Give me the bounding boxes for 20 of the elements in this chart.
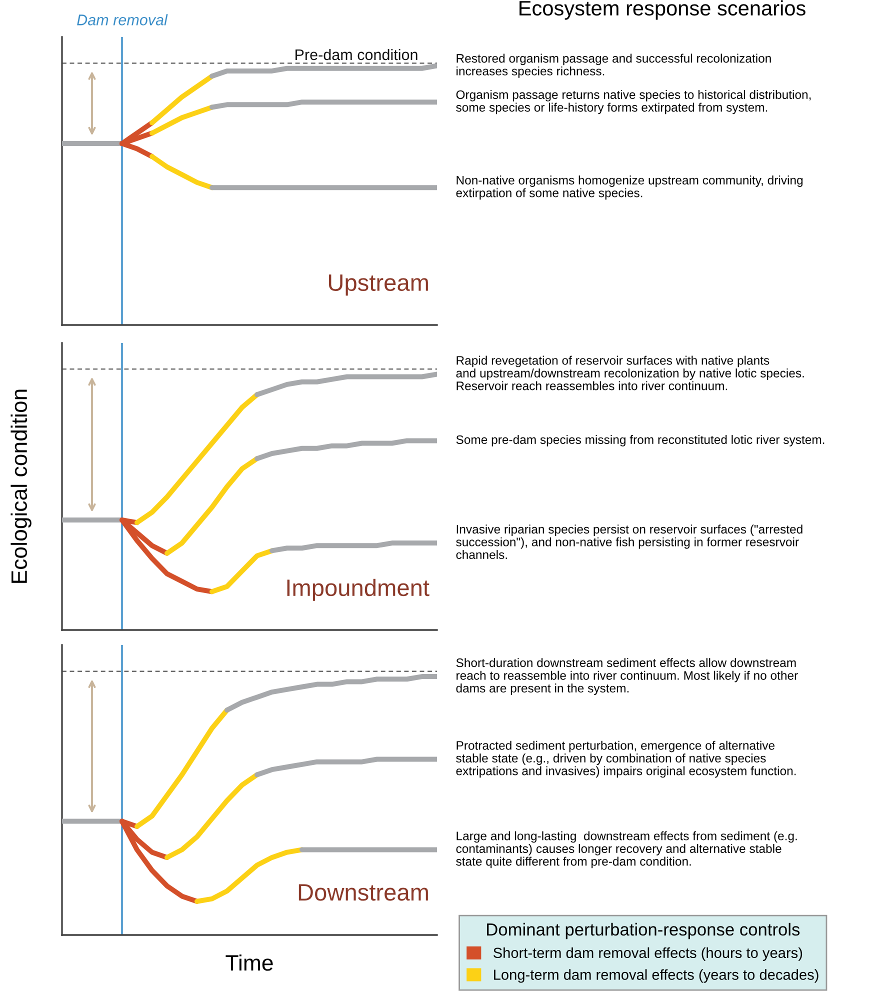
text: Non-native organisms homogenize upstream community, driving extirpation of some native species.	[456, 176, 803, 200]
text: Ecosystem response scenarios	[520, 0, 806, 20]
text: Protracted sediment perturbation, emergence of alternative stable state (e.g., driven by combination of native species extripations and invasives) impairs original ecosystem function.	[456, 740, 796, 778]
legend-label: Long-term dam removal effects (years to decades)	[494, 969, 818, 983]
y-axis-title: Ecological condition	[10, 390, 32, 583]
text: Impoundment	[287, 578, 430, 601]
text: Restored organism passage and successful recolonization increases species richness.	[456, 54, 771, 78]
text: Downstream	[298, 884, 428, 901]
ref-line-label: Pre-dam condition	[296, 48, 418, 60]
text: Short-duration downstream sediment effects allow downstream reach to reassemble into river continuum. Most likely if no other dams are present in the system.	[456, 658, 798, 695]
legend-label: Short-term dam removal effects (hours to years)	[493, 947, 802, 961]
legend-title: Dominant perturbation-response controls	[487, 922, 800, 940]
x-axis-title: Time	[226, 954, 273, 971]
text: Large and long-lasting downstream effects from sediment (e.g. contaminants) causes longer recovery and alternative stable state quite different from pre-dam condition.	[456, 831, 797, 868]
text: Dam removal	[77, 14, 168, 26]
text: Some pre-dam species missing from reconstituted lotic river system.	[456, 435, 824, 446]
text: Invasive riparian species persist on reservoir surfaces ("arrested succession"), and non-native fish persisting in former resesrvoir channels.	[456, 524, 802, 560]
text: Organism passage returns native species to historical distribution, some species or life-history forms extirpated from system.	[456, 90, 811, 114]
text: Upstream	[328, 274, 428, 296]
text: Rapid revegetation of reservoir surfaces with native plants and upstream/downstream recolonization by native lotic species. Reservoir reach reassembles into river continuum.	[456, 356, 804, 390]
